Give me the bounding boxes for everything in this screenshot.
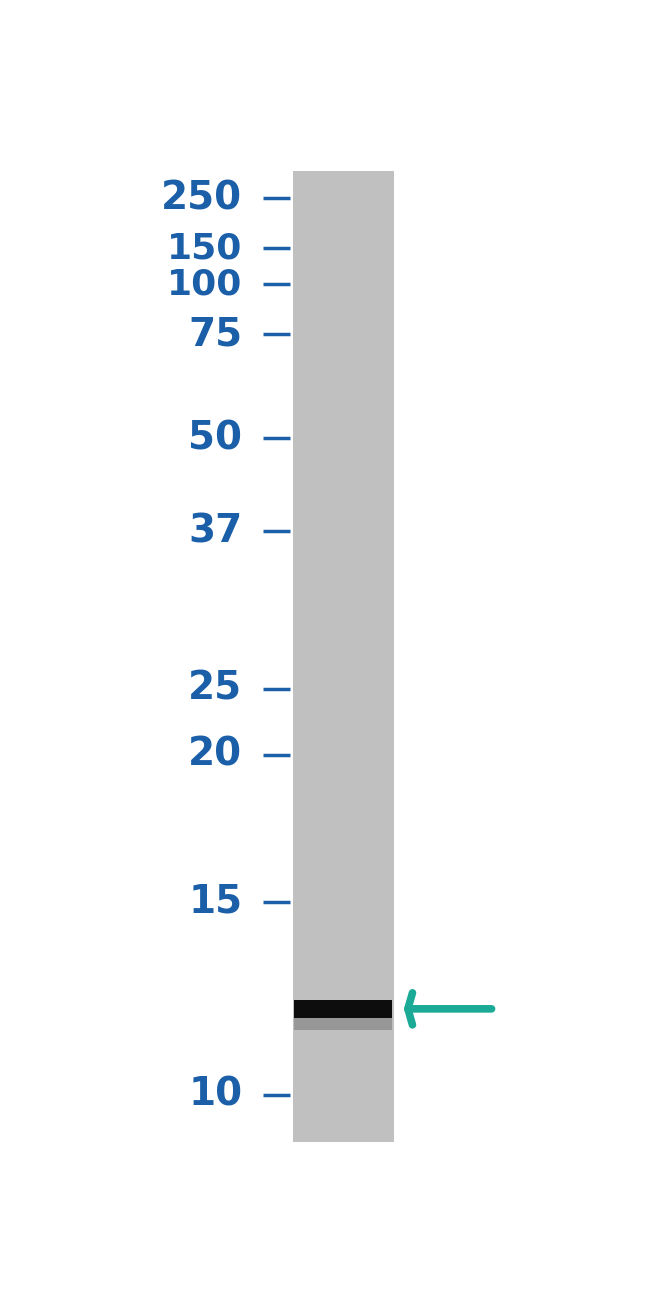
Text: 15: 15	[188, 883, 242, 920]
Text: 250: 250	[161, 179, 242, 217]
Text: 150: 150	[167, 231, 242, 265]
Text: 75: 75	[188, 315, 242, 354]
Text: 20: 20	[188, 736, 242, 774]
Bar	[294, 1000, 392, 1018]
Text: 50: 50	[188, 420, 242, 458]
Bar	[292, 172, 393, 1141]
Text: 25: 25	[188, 670, 242, 707]
Text: 37: 37	[188, 512, 242, 550]
Text: 10: 10	[188, 1076, 242, 1114]
Text: 100: 100	[167, 266, 242, 302]
Bar	[294, 1018, 392, 1031]
